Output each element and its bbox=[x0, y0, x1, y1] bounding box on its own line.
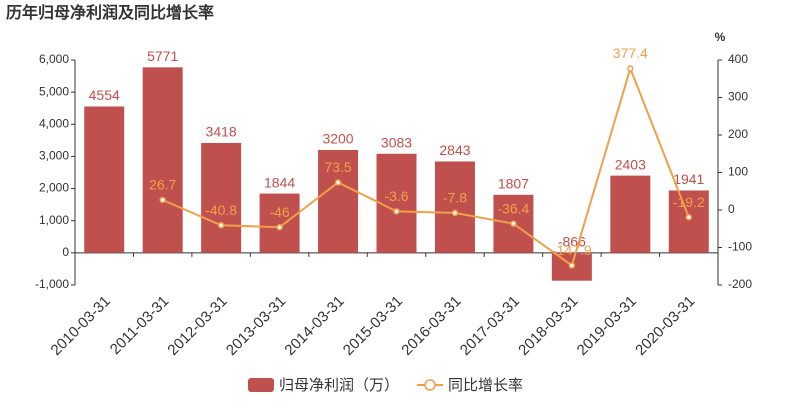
y-tick-label: 3,000 bbox=[39, 149, 69, 163]
line-point bbox=[685, 213, 693, 221]
line-point bbox=[568, 262, 576, 269]
line-point bbox=[451, 209, 459, 217]
legend-swatch bbox=[248, 378, 274, 392]
y-tick-label: 2,000 bbox=[39, 181, 69, 195]
y2-tick-label: 0 bbox=[728, 202, 735, 216]
line-value-label: 73.5 bbox=[324, 159, 351, 175]
line-value-label: -19.2 bbox=[673, 194, 705, 210]
bar-value-label: -866 bbox=[558, 234, 586, 250]
y-tick-label: 6,000 bbox=[39, 52, 69, 66]
legend-swatch bbox=[424, 379, 436, 391]
y2-tick-label: -200 bbox=[728, 277, 752, 291]
line-point bbox=[334, 179, 342, 186]
bar bbox=[318, 150, 359, 253]
y2-axis-label: % bbox=[715, 30, 726, 44]
line-value-label: -147.9 bbox=[552, 242, 592, 258]
y2-tick-label: 400 bbox=[728, 52, 748, 66]
bar bbox=[201, 142, 242, 253]
y-tick-label: -1,000 bbox=[35, 277, 69, 291]
y-tick-label: 4,000 bbox=[39, 116, 69, 130]
bar bbox=[434, 161, 475, 253]
bar bbox=[84, 106, 125, 253]
bar-value-label: 3083 bbox=[381, 134, 412, 150]
x-tick-label: 2020-03-31 bbox=[632, 293, 698, 359]
line-value-label: 377.4 bbox=[613, 45, 648, 61]
line-value-label: -46 bbox=[269, 204, 289, 220]
x-tick-label: 2017-03-31 bbox=[457, 293, 523, 359]
line-value-label: -40.8 bbox=[205, 202, 237, 218]
line-point bbox=[510, 220, 517, 227]
y2-tick-label: 100 bbox=[728, 165, 748, 179]
bar-value-label: 3418 bbox=[206, 124, 237, 140]
y2-tick-label: 300 bbox=[728, 90, 748, 104]
line-point bbox=[393, 208, 400, 215]
y2-tick-label: -100 bbox=[728, 240, 752, 254]
x-tick-label: 2019-03-31 bbox=[574, 293, 640, 359]
x-tick-label: 2014-03-31 bbox=[281, 293, 347, 359]
x-tick-label: 2010-03-31 bbox=[48, 293, 114, 359]
bar-value-label: 2403 bbox=[615, 156, 646, 172]
line-point bbox=[627, 65, 634, 72]
bar-value-label: 1844 bbox=[264, 174, 295, 190]
x-tick-label: 2011-03-31 bbox=[107, 293, 172, 358]
chart-title: 历年归母净利润及同比增长率 bbox=[6, 3, 214, 22]
line-point bbox=[276, 224, 283, 231]
bar-value-label: 4554 bbox=[89, 87, 120, 103]
bar bbox=[376, 153, 417, 253]
line-value-label: -7.8 bbox=[443, 190, 467, 206]
legend-label: 归母净利润（万） bbox=[279, 377, 399, 394]
bar-value-label: 1941 bbox=[673, 171, 704, 187]
bar bbox=[142, 67, 183, 253]
x-tick-label: 2013-03-31 bbox=[223, 293, 289, 359]
y-tick-label: 1,000 bbox=[39, 213, 69, 227]
x-tick-label: 2012-03-31 bbox=[164, 293, 230, 359]
bar bbox=[610, 175, 651, 253]
line-value-label: 26.7 bbox=[149, 177, 176, 193]
legend-label: 同比增长率 bbox=[448, 377, 523, 394]
y-tick-label: 5,000 bbox=[39, 84, 69, 98]
line-point bbox=[159, 196, 166, 204]
bar-value-label: 1807 bbox=[498, 175, 529, 191]
bar bbox=[259, 193, 300, 253]
line-value-label: -36.4 bbox=[497, 200, 529, 216]
y-tick-label: 0 bbox=[62, 245, 69, 259]
bar bbox=[668, 190, 709, 253]
line-value-label: -3.6 bbox=[384, 188, 408, 204]
line-point bbox=[217, 222, 225, 229]
x-tick-label: 2015-03-31 bbox=[340, 293, 406, 359]
bar-value-label: 5771 bbox=[147, 48, 178, 64]
line bbox=[162, 65, 690, 268]
bar-value-label: 2843 bbox=[439, 142, 470, 158]
x-tick-label: 2018-03-31 bbox=[515, 293, 581, 359]
x-tick-label: 2016-03-31 bbox=[398, 293, 464, 359]
bar-value-label: 3200 bbox=[322, 131, 353, 147]
y2-tick-label: 200 bbox=[728, 127, 748, 141]
